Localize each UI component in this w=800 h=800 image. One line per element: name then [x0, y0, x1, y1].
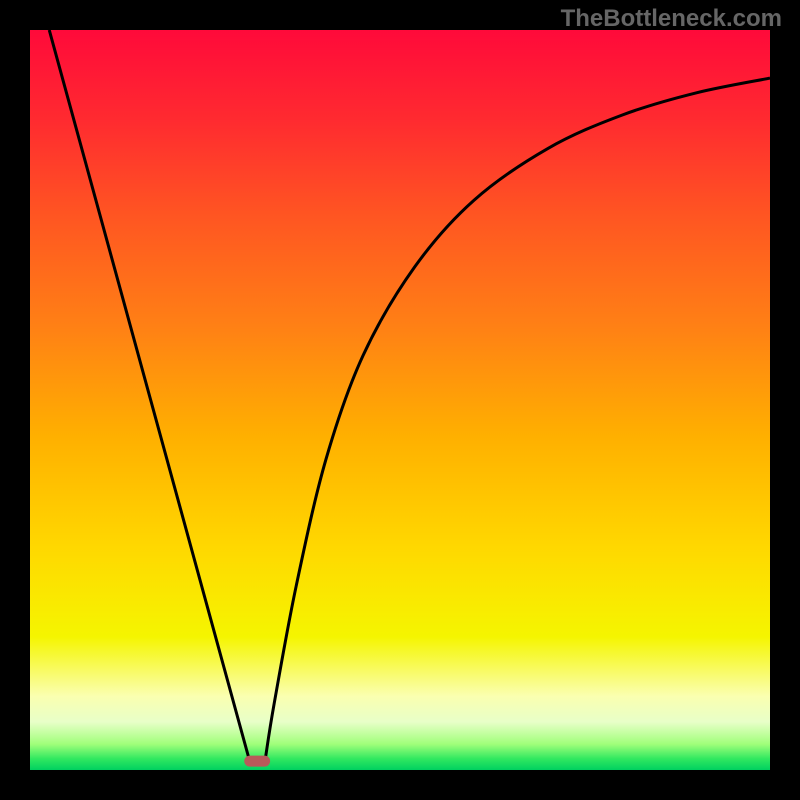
- gradient-background: [30, 30, 770, 770]
- minimum-marker: [244, 756, 270, 767]
- gradient-chart-svg: [30, 30, 770, 770]
- chart-container: TheBottleneck.com: [0, 0, 800, 800]
- watermark-text: TheBottleneck.com: [561, 5, 782, 33]
- plot-area: [30, 30, 770, 770]
